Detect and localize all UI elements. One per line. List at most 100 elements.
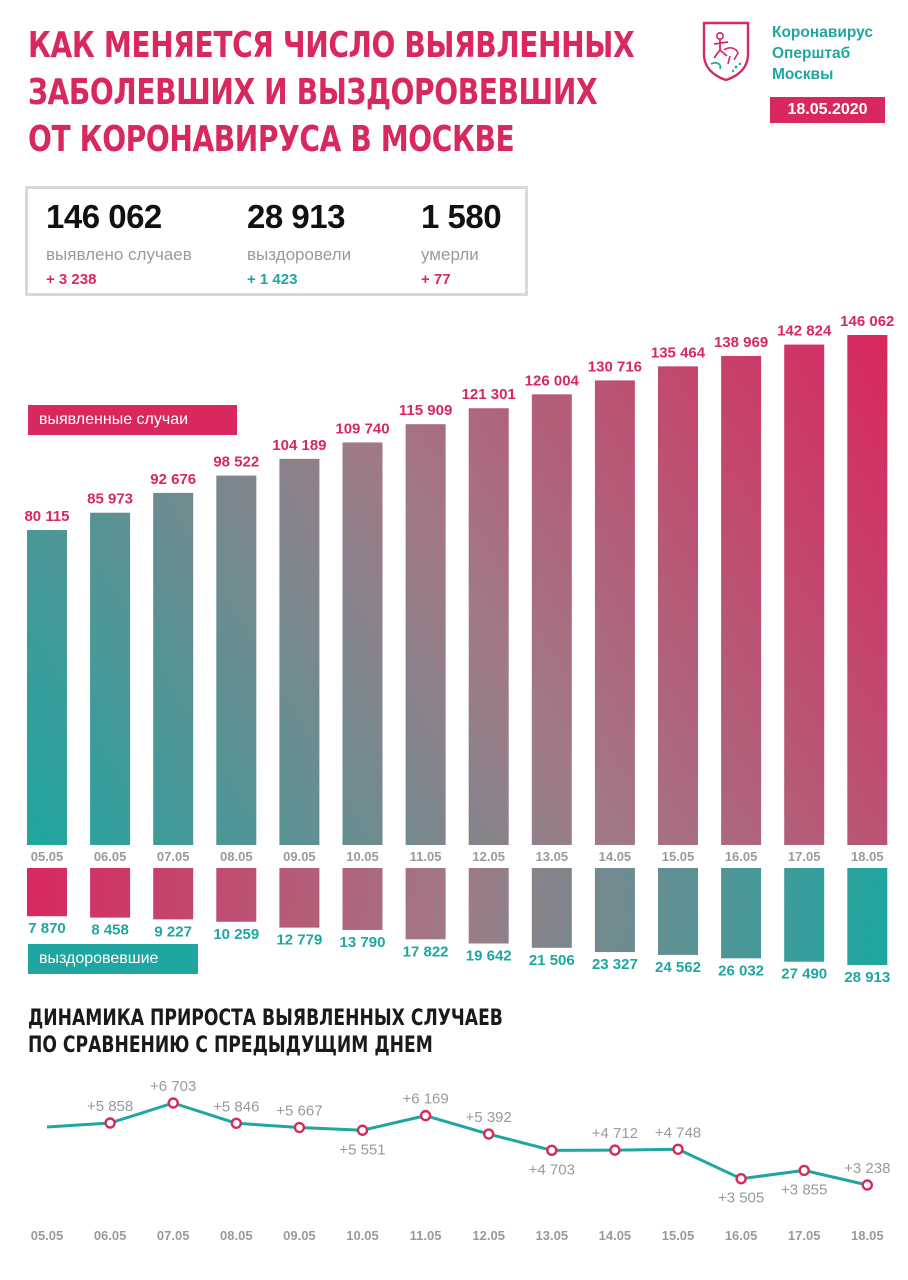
bar-date-label-14.05: 14.05 xyxy=(599,849,632,864)
line-label-13.05: +4 703 xyxy=(529,1161,575,1178)
title-line-1: КАК МЕНЯЕТСЯ ЧИСЛО ВЫЯВЛЕННЫХ xyxy=(28,25,635,66)
bar-cases-17.05 xyxy=(784,344,825,845)
bar-cases-label-13.05: 126 004 xyxy=(525,372,580,389)
bar-date-label-09.05: 09.05 xyxy=(283,849,316,864)
bar-recovered-label-05.05: 7 870 xyxy=(28,920,66,937)
bar-recovered-05.05 xyxy=(27,868,67,917)
bar-cases-08.05 xyxy=(216,475,257,845)
bar-date-label-08.05: 08.05 xyxy=(220,849,253,864)
line-label-14.05: +4 712 xyxy=(592,1125,638,1142)
bar-recovered-label-13.05: 21 506 xyxy=(529,952,575,969)
bar-cases-label-12.05: 121 301 xyxy=(462,386,516,403)
stat-recovered-delta: + 1 423 xyxy=(247,271,298,288)
bar-date-label-12.05: 12.05 xyxy=(472,849,505,864)
bar-date-label-17.05: 17.05 xyxy=(788,849,821,864)
line-date-label-13.05: 13.05 xyxy=(536,1228,569,1243)
line-point-07.05 xyxy=(167,1097,179,1109)
line-point-16.05 xyxy=(735,1172,747,1185)
bar-recovered-09.05 xyxy=(279,868,320,928)
bar-cases-13.05 xyxy=(531,394,572,845)
bar-cases-label-16.05: 138 969 xyxy=(714,334,768,351)
bar-cases-05.05 xyxy=(27,530,67,845)
line-label-18.05: +3 238 xyxy=(844,1160,890,1177)
line-point-11.05 xyxy=(419,1109,432,1122)
line-date-label-10.05: 10.05 xyxy=(346,1228,379,1243)
bar-cases-label-17.05: 142 824 xyxy=(777,323,832,340)
line-point-09.05 xyxy=(293,1121,306,1134)
line-date-label-05.05: 05.05 xyxy=(31,1228,64,1243)
line-point-15.05 xyxy=(672,1143,684,1155)
stat-cases-label: выявлено случаев xyxy=(46,245,192,264)
line-date-label-16.05: 16.05 xyxy=(725,1228,758,1243)
bar-recovered-11.05 xyxy=(405,868,446,940)
bar-cases-label-14.05: 130 716 xyxy=(588,358,642,375)
stat-deaths-value: 1 580 xyxy=(421,198,502,235)
bar-cases-14.05 xyxy=(594,380,635,845)
stat-recovered: 28 913 выздоровели + 1 423 xyxy=(247,197,351,290)
moscow-coat-of-arms-icon xyxy=(702,21,750,82)
line-label-09.05: +5 667 xyxy=(276,1103,322,1120)
brand-line-2: Оперштаб xyxy=(772,45,851,62)
brand-block: Коронавирус Оперштаб Москвы xyxy=(700,20,900,90)
bar-recovered-17.05 xyxy=(784,868,825,962)
stat-deaths-label: умерли xyxy=(421,245,479,264)
bar-date-label-05.05: 05.05 xyxy=(31,849,64,864)
bar-recovered-label-11.05: 17 822 xyxy=(403,943,449,960)
bar-recovered-label-08.05: 10 259 xyxy=(213,926,259,943)
line-point-10.05 xyxy=(356,1124,369,1136)
line-date-label-17.05: 17.05 xyxy=(788,1228,821,1243)
bar-recovered-07.05 xyxy=(153,868,194,920)
line-title-2: ПО СРАВНЕНИЮ С ПРЕДЫДУЩИМ ДНЕМ xyxy=(28,1033,433,1058)
line-label-11.05: +6 169 xyxy=(402,1091,448,1108)
line-date-label-14.05: 14.05 xyxy=(599,1228,632,1243)
line-label-17.05: +3 855 xyxy=(781,1181,827,1198)
bar-cases-18.05 xyxy=(847,335,888,845)
bar-date-label-10.05: 10.05 xyxy=(346,849,379,864)
stat-deaths: 1 580 умерли + 77 xyxy=(421,197,502,290)
date-badge: 18.05.2020 xyxy=(770,97,885,123)
bar-cases-label-06.05: 85 973 xyxy=(87,491,133,508)
line-label-07.05: +6 703 xyxy=(150,1078,196,1095)
line-point-12.05 xyxy=(483,1128,495,1140)
line-point-14.05 xyxy=(609,1144,621,1156)
bar-recovered-label-15.05: 24 562 xyxy=(655,959,701,976)
line-label-15.05: +4 748 xyxy=(655,1124,701,1141)
bar-date-label-13.05: 13.05 xyxy=(536,849,569,864)
bar-recovered-15.05 xyxy=(658,868,698,955)
bar-chart: 80 115 85 973 92 676 98 522 104 189 109 740 11… xyxy=(24,313,894,986)
bar-cases-label-07.05: 92 676 xyxy=(150,471,196,488)
line-label-16.05: +3 505 xyxy=(718,1190,764,1207)
bar-recovered-label-12.05: 19 642 xyxy=(466,948,512,965)
bar-recovered-label-16.05: 26 032 xyxy=(718,962,764,979)
brand-name: Коронавирус Оперштаб Москвы xyxy=(772,22,908,85)
bar-recovered-label-07.05: 9 227 xyxy=(154,923,192,940)
bar-cases-06.05 xyxy=(90,512,131,845)
stat-deaths-delta: + 77 xyxy=(421,271,451,288)
page-title: КАК МЕНЯЕТСЯ ЧИСЛО ВЫЯВЛЕННЫХ ЗАБОЛЕВШИХ… xyxy=(28,22,635,163)
line-title-1: ДИНАМИКА ПРИРОСТА ВЫЯВЛЕННЫХ СЛУЧАЕВ xyxy=(28,1006,503,1031)
line-date-label-12.05: 12.05 xyxy=(472,1228,505,1243)
line-date-label-11.05: 11.05 xyxy=(410,1228,442,1243)
bar-cases-10.05 xyxy=(342,442,383,845)
bar-date-label-15.05: 15.05 xyxy=(662,849,695,864)
bar-recovered-label-10.05: 13 790 xyxy=(340,934,386,951)
bar-cases-12.05 xyxy=(468,408,509,845)
stat-cases: 146 062 выявлено случаев + 3 238 xyxy=(46,197,192,290)
line-point-17.05 xyxy=(798,1164,810,1177)
bar-date-label-11.05: 11.05 xyxy=(410,849,442,864)
bar-cases-label-15.05: 135 464 xyxy=(651,344,706,361)
bar-recovered-16.05 xyxy=(721,868,762,959)
legend-cases: выявленные случаи xyxy=(28,405,237,435)
summary-box: 146 062 выявлено случаев + 3 238 28 913 … xyxy=(25,186,528,296)
bar-recovered-18.05 xyxy=(847,868,888,965)
title-line-2: ЗАБОЛЕВШИХ И ВЫЗДОРОВЕВШИХ xyxy=(28,72,598,113)
line-series xyxy=(46,1101,868,1187)
line-label-06.05: +5 858 xyxy=(87,1098,133,1115)
bar-cases-label-09.05: 104 189 xyxy=(272,437,326,454)
bar-recovered-13.05 xyxy=(531,868,572,948)
bar-date-label-18.05: 18.05 xyxy=(851,849,884,864)
bar-date-label-06.05: 06.05 xyxy=(94,849,127,864)
bar-recovered-label-17.05: 27 490 xyxy=(781,966,827,983)
stat-recovered-label: выздоровели xyxy=(247,245,352,264)
stat-cases-delta: + 3 238 xyxy=(46,271,97,288)
